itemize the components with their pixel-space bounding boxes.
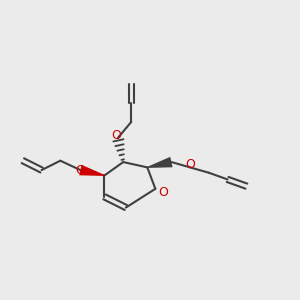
Polygon shape [147, 157, 172, 168]
Text: O: O [112, 129, 122, 142]
Text: O: O [76, 164, 85, 177]
Polygon shape [79, 165, 105, 176]
Text: O: O [158, 185, 168, 199]
Text: O: O [185, 158, 195, 171]
